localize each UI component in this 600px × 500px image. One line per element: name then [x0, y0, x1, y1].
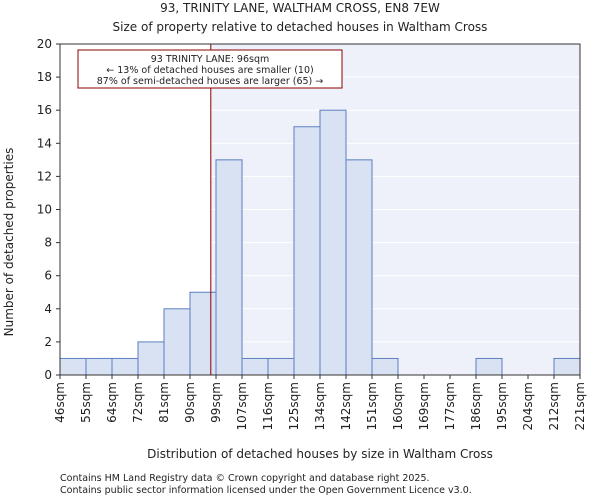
y-tick-label-20: 20 [37, 37, 52, 51]
bar-125sqm [293, 126, 321, 376]
bar-55sqm [85, 357, 113, 376]
x-tick-label-142sqm: 142sqm [339, 382, 353, 430]
y-axis: 0 2 4 6 8 10 12 14 16 18 20 [37, 37, 60, 382]
x-tick-label-186sqm: 186sqm [469, 382, 483, 430]
bar-90sqm [189, 291, 217, 376]
bar-107sqm [241, 357, 269, 376]
y-tick-label-14: 14 [37, 136, 52, 150]
x-tick-label-212sqm: 212sqm [547, 382, 561, 430]
bar-46sqm [59, 357, 87, 376]
x-axis: 46sqm 55sqm 64sqm 72sqm 81sqm 90sqm 99sqm 107sq… [53, 375, 587, 430]
x-tick-label-221sqm: 221sqm [573, 382, 587, 430]
bar-64sqm [111, 357, 139, 376]
x-tick-label-134sqm: 134sqm [313, 382, 327, 430]
x-tick-label-46sqm: 46sqm [53, 382, 67, 423]
bar-186sqm [475, 357, 503, 376]
y-tick-label-18: 18 [37, 70, 52, 84]
x-tick-label-125sqm: 125sqm [287, 382, 301, 430]
x-tick-label-90sqm: 90sqm [183, 382, 197, 423]
y-tick-label-16: 16 [37, 103, 52, 117]
x-tick-label-72sqm: 72sqm [131, 382, 145, 423]
y-tick-label-12: 12 [37, 169, 52, 183]
bar-116sqm [267, 357, 295, 376]
x-tick-label-107sqm: 107sqm [235, 382, 249, 430]
annotation-box: 93 TRINITY LANE: 96sqm ← 13% of detached… [77, 49, 343, 89]
annotation-line-2: ← 13% of detached houses are smaller (10… [106, 65, 313, 76]
y-axis-label: Number of detached properties [2, 148, 16, 337]
x-tick-label-177sqm: 177sqm [443, 382, 457, 430]
footer-line-1: Contains HM Land Registry data © Crown c… [60, 473, 430, 484]
x-tick-label-99sqm: 99sqm [209, 382, 223, 423]
bar-134sqm [319, 109, 347, 376]
annotation-line-1: 93 TRINITY LANE: 96sqm [151, 54, 270, 65]
x-axis-label: Distribution of detached houses by size … [147, 447, 493, 461]
chart-subtitle: Size of property relative to detached ho… [113, 20, 488, 34]
x-tick-label-160sqm: 160sqm [391, 382, 405, 430]
bar-99sqm [215, 159, 243, 376]
x-tick-label-64sqm: 64sqm [105, 382, 119, 423]
bar-212sqm [553, 357, 581, 376]
x-tick-label-151sqm: 151sqm [365, 382, 379, 430]
bar-142sqm [345, 159, 373, 376]
x-tick-label-116sqm: 116sqm [261, 382, 275, 430]
footer-line-2: Contains public sector information licen… [60, 485, 472, 496]
y-tick-label-6: 6 [44, 269, 52, 283]
bar-72sqm [137, 341, 165, 376]
x-tick-label-204sqm: 204sqm [521, 382, 535, 430]
y-tick-label-8: 8 [44, 236, 52, 250]
bar-151sqm [371, 357, 399, 376]
y-tick-label-10: 10 [37, 203, 52, 217]
annotation-frame [77, 49, 343, 89]
x-tick-label-81sqm: 81sqm [157, 382, 171, 423]
y-tick-label-0: 0 [44, 368, 52, 382]
annotation-line-3: 87% of semi-detached houses are larger (… [97, 76, 324, 87]
bar-81sqm [163, 308, 191, 376]
chart-title: 93, TRINITY LANE, WALTHAM CROSS, EN8 7EW [160, 1, 440, 15]
x-tick-label-55sqm: 55sqm [79, 382, 93, 423]
x-tick-label-195sqm: 195sqm [495, 382, 509, 430]
x-tick-label-169sqm: 169sqm [417, 382, 431, 430]
y-tick-label-4: 4 [44, 302, 52, 316]
y-tick-label-2: 2 [44, 335, 52, 349]
